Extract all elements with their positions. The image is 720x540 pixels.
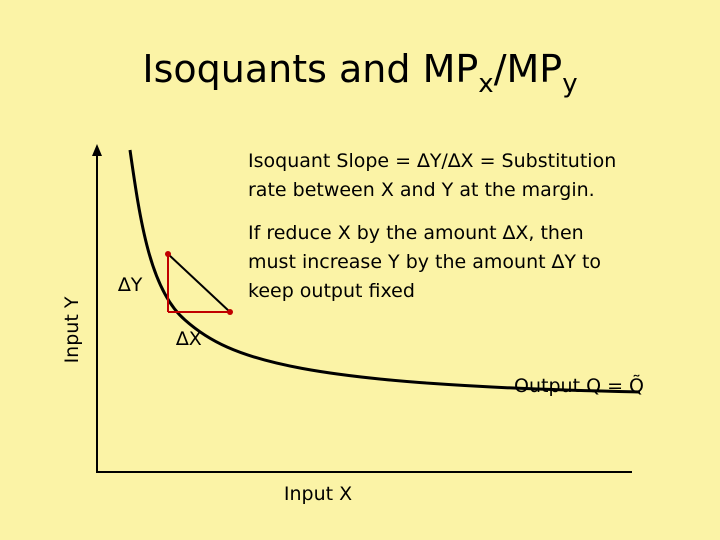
curve-label: Output Q = Q̃: [514, 375, 644, 397]
title-text: /MP: [494, 47, 563, 91]
reduce-note-line: must increase Y by the amount ∆Y to: [248, 251, 601, 273]
slide-title: Isoquants and MPx/MPy: [142, 47, 577, 99]
y-axis-label: Input Y: [61, 296, 83, 363]
slope-chord: [167, 253, 231, 313]
point: [165, 251, 171, 257]
delta-x-label: ∆X: [175, 328, 202, 350]
reduce-note-line: keep output fixed: [248, 280, 415, 302]
isoquant-curve: [128, 149, 641, 394]
title-text: Isoquants and MP: [142, 47, 478, 91]
title-subscript: y: [562, 69, 577, 99]
delta-y-label: ∆Y: [117, 274, 143, 296]
reduce-note-line: If reduce X by the amount ∆X, then: [248, 222, 584, 244]
y-axis-arrow: [92, 144, 102, 156]
point: [227, 309, 233, 315]
slope-note-line: rate between X and Y at the margin.: [248, 179, 595, 201]
slope-note-line: Isoquant Slope = ∆Y/∆X = Substitution: [248, 150, 616, 172]
x-axis-label: Input X: [284, 483, 352, 505]
title-subscript: x: [478, 69, 493, 99]
